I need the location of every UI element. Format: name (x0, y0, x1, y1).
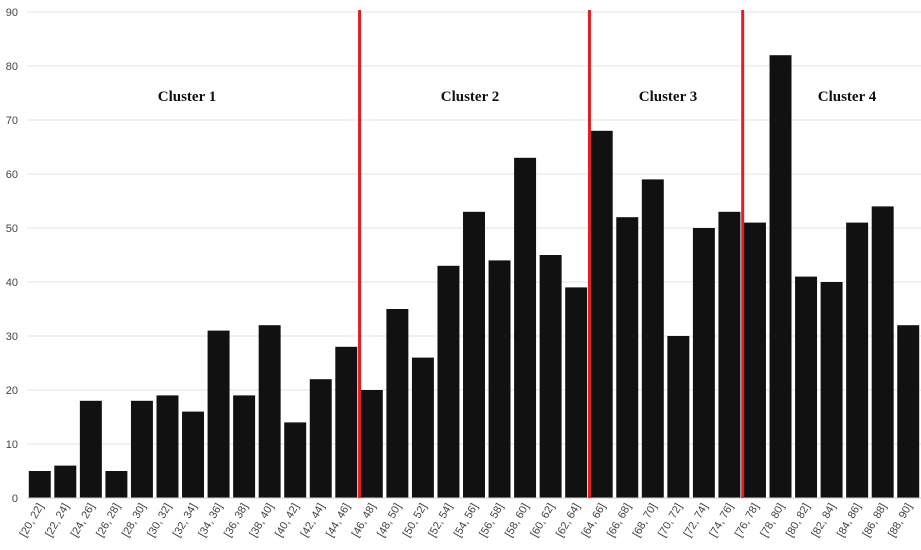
y-tick-label: 30 (6, 331, 18, 343)
bars (28, 55, 920, 499)
cluster-label: Cluster 3 (639, 89, 697, 105)
bar (514, 157, 537, 499)
y-tick-label: 80 (6, 61, 18, 73)
cluster-label: Cluster 4 (818, 89, 877, 105)
bar (207, 330, 230, 498)
bar (718, 211, 741, 499)
bar (437, 265, 460, 498)
bar (616, 217, 639, 498)
y-tick-label: 70 (6, 115, 18, 127)
bar (641, 179, 664, 498)
bar (769, 55, 792, 498)
cluster-dividers (358, 10, 745, 498)
y-tick-label: 10 (6, 439, 18, 451)
y-tick-label: 40 (6, 277, 18, 289)
bar (309, 379, 332, 498)
cluster-label: Cluster 1 (158, 89, 216, 105)
bar (795, 276, 818, 498)
y-tick-label: 50 (6, 223, 18, 235)
bar (105, 471, 128, 498)
y-tick-label: 20 (6, 385, 18, 397)
bar (846, 222, 869, 498)
bar (182, 411, 205, 498)
bar (130, 400, 153, 498)
bar (667, 336, 690, 498)
bar (284, 422, 307, 498)
x-axis-ticks: [20, 22][22, 24][24, 26][26, 28][28, 30]… (18, 502, 915, 540)
y-tick-label: 90 (6, 7, 18, 19)
bar (28, 471, 51, 498)
bar (488, 260, 511, 498)
bar (54, 465, 77, 498)
bar (360, 390, 383, 498)
bar (233, 395, 256, 498)
y-tick-label: 60 (6, 169, 18, 181)
bar (156, 395, 179, 498)
bar (79, 400, 102, 498)
y-axis-ticks: 0 10 20 30 40 50 60 70 80 90 (6, 7, 18, 505)
bar (743, 222, 766, 498)
bar (565, 287, 588, 498)
bar (258, 325, 281, 498)
bar (692, 228, 715, 498)
y-tick-label: 0 (12, 493, 18, 505)
bar (590, 130, 613, 499)
bar (386, 309, 409, 498)
bar (871, 206, 894, 498)
bar (411, 357, 434, 498)
bar (463, 211, 485, 499)
cluster-labels: Cluster 1 Cluster 2 Cluster 3 Cluster 4 (158, 89, 877, 105)
bar (820, 282, 843, 498)
bar (897, 325, 920, 498)
x-tick-label: [88, 90] (886, 502, 915, 540)
cluster-label: Cluster 2 (441, 89, 499, 105)
bar (335, 346, 358, 498)
bar (539, 255, 562, 498)
